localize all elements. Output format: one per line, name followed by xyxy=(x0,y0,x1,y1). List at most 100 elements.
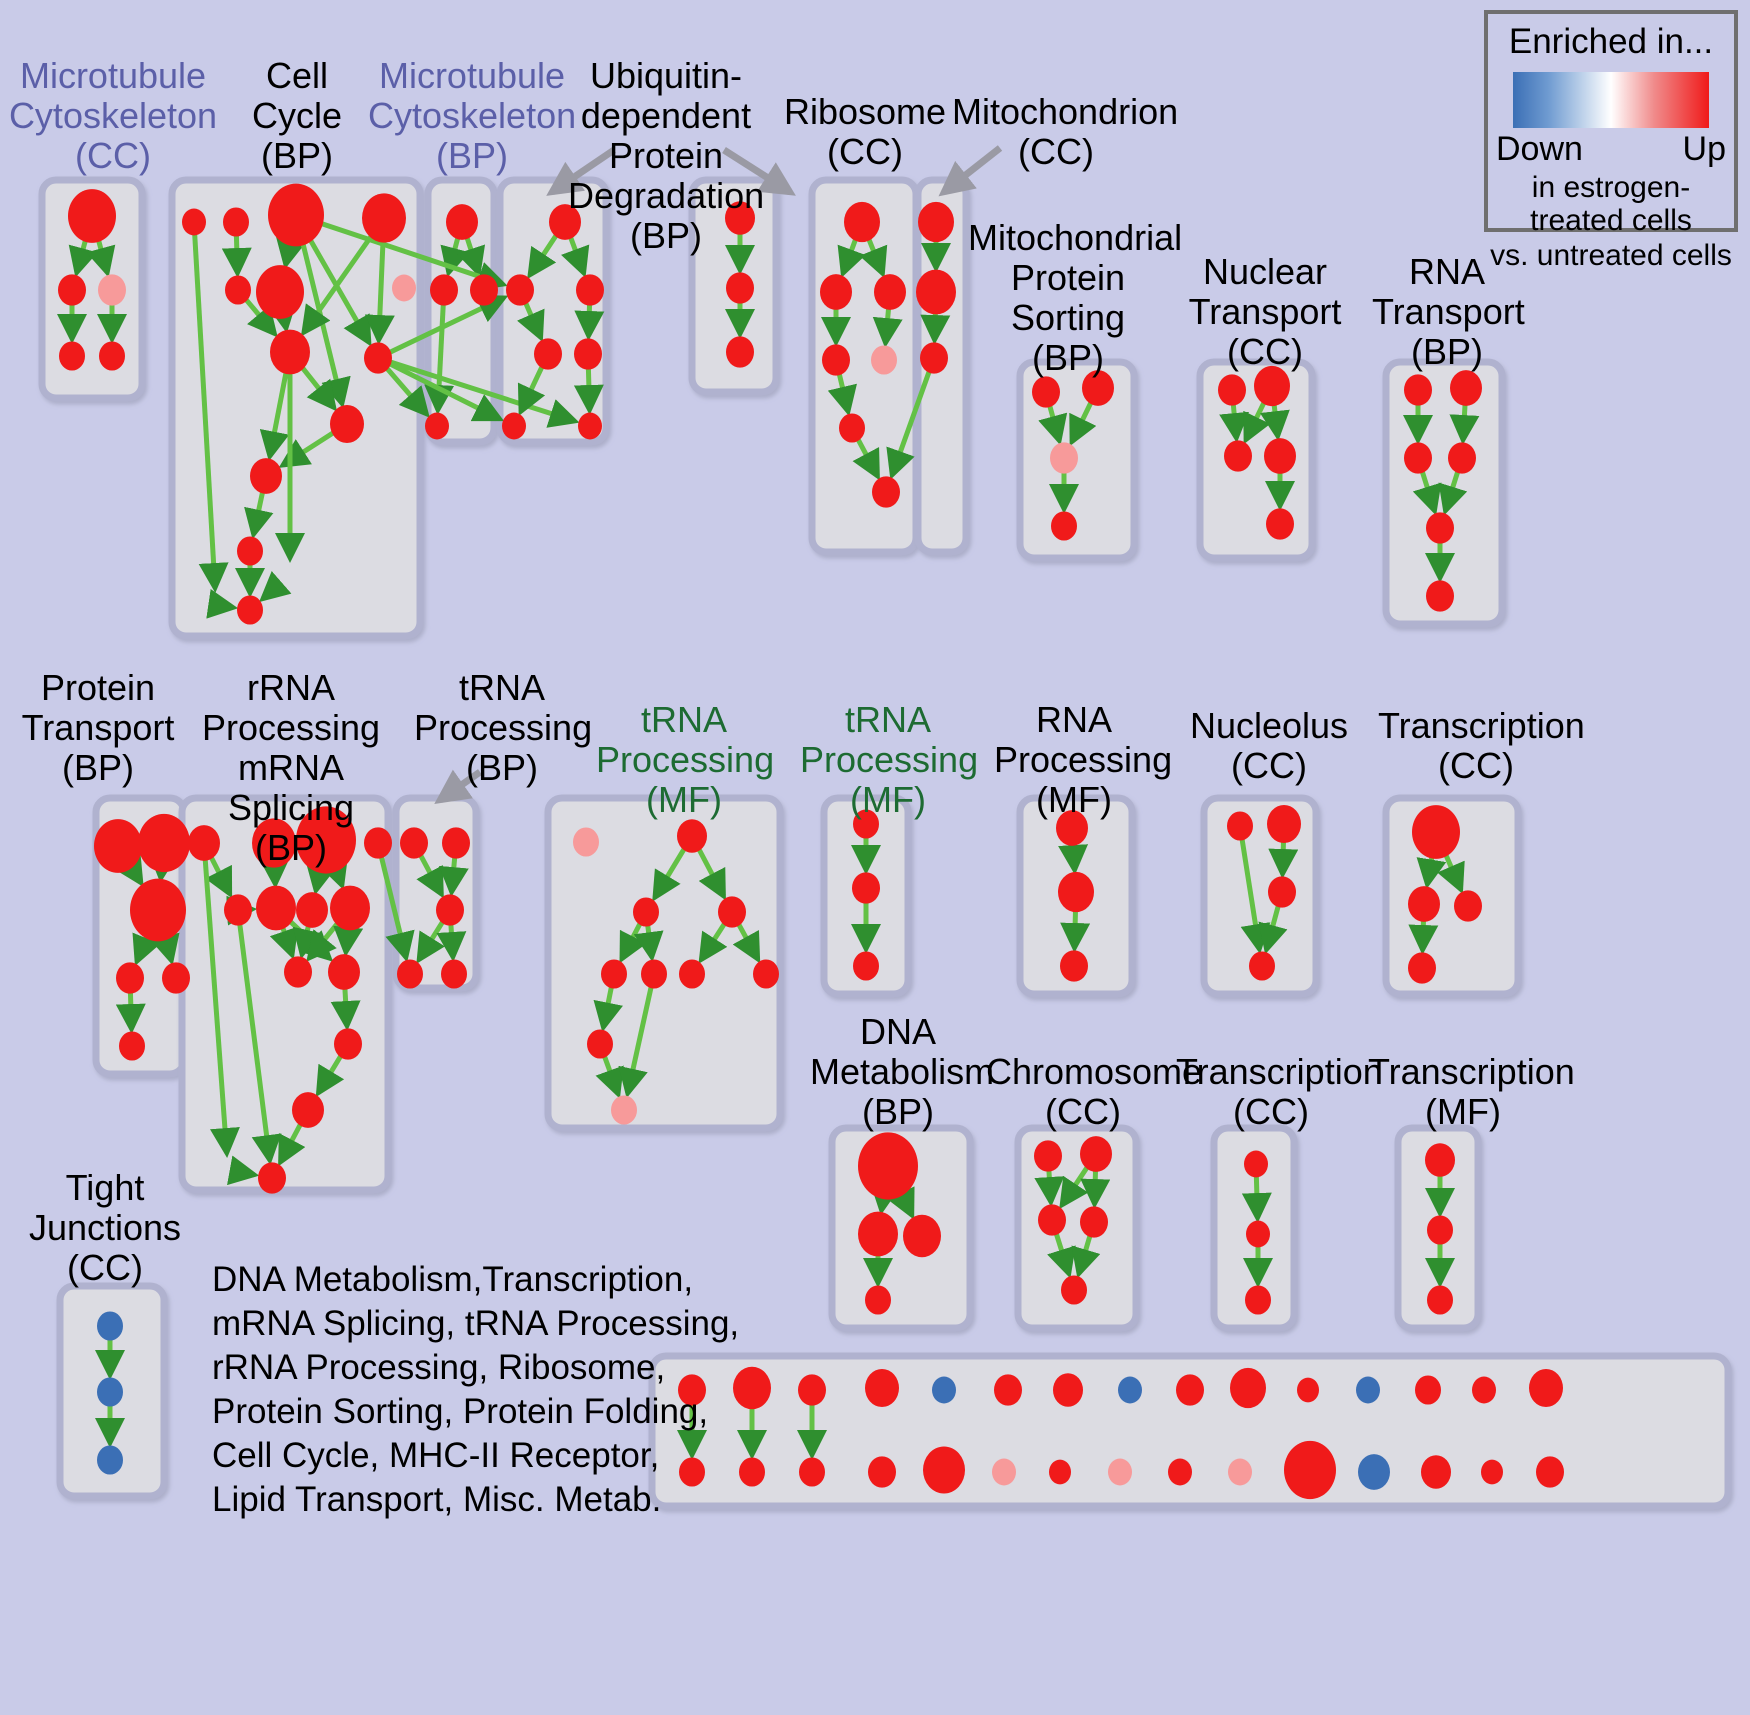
network-node[interactable] xyxy=(820,274,852,310)
network-node[interactable] xyxy=(292,1092,324,1128)
network-node[interactable] xyxy=(871,345,897,375)
network-node[interactable] xyxy=(1297,1377,1319,1403)
network-node[interactable] xyxy=(270,329,310,375)
network-node[interactable] xyxy=(1246,1220,1270,1248)
network-node[interactable] xyxy=(1228,1458,1252,1486)
network-node[interactable] xyxy=(574,338,602,370)
network-node[interactable] xyxy=(364,342,392,374)
network-node[interactable] xyxy=(362,193,406,243)
network-node[interactable] xyxy=(822,344,850,376)
network-node[interactable] xyxy=(611,1095,637,1125)
network-node[interactable] xyxy=(868,1456,896,1488)
network-node[interactable] xyxy=(1230,1367,1266,1409)
network-node[interactable] xyxy=(918,201,954,243)
network-node[interactable] xyxy=(1267,804,1301,844)
network-node[interactable] xyxy=(1412,805,1460,859)
network-node[interactable] xyxy=(1425,1143,1455,1177)
network-node[interactable] xyxy=(1536,1456,1564,1488)
network-node[interactable] xyxy=(679,959,705,989)
network-node[interactable] xyxy=(858,1211,898,1257)
network-node[interactable] xyxy=(844,201,880,243)
network-node[interactable] xyxy=(1176,1374,1204,1406)
network-node[interactable] xyxy=(903,1214,941,1258)
network-node[interactable] xyxy=(549,204,581,240)
network-node[interactable] xyxy=(1404,442,1432,474)
network-node[interactable] xyxy=(1082,370,1114,406)
network-node[interactable] xyxy=(1218,374,1246,406)
network-node[interactable] xyxy=(678,1374,706,1406)
network-node[interactable] xyxy=(116,962,144,994)
network-node[interactable] xyxy=(330,885,370,931)
network-node[interactable] xyxy=(641,959,667,989)
network-node[interactable] xyxy=(1268,876,1296,908)
network-node[interactable] xyxy=(397,959,423,989)
network-node[interactable] xyxy=(1404,374,1432,406)
network-node[interactable] xyxy=(430,274,458,306)
network-node[interactable] xyxy=(1426,512,1454,544)
network-node[interactable] xyxy=(225,275,251,305)
network-node[interactable] xyxy=(1529,1368,1563,1408)
network-node[interactable] xyxy=(1051,511,1077,541)
network-node[interactable] xyxy=(1481,1459,1503,1485)
network-node[interactable] xyxy=(138,813,190,873)
network-node[interactable] xyxy=(1038,1204,1066,1236)
network-node[interactable] xyxy=(364,827,392,859)
network-node[interactable] xyxy=(237,595,263,625)
network-node[interactable] xyxy=(400,827,428,859)
network-node[interactable] xyxy=(1058,871,1094,913)
network-node[interactable] xyxy=(739,1457,765,1487)
network-node[interactable] xyxy=(1421,1455,1451,1489)
network-node[interactable] xyxy=(753,959,779,989)
network-node[interactable] xyxy=(1358,1454,1390,1490)
network-node[interactable] xyxy=(1032,376,1060,408)
network-node[interactable] xyxy=(920,342,948,374)
network-node[interactable] xyxy=(1224,440,1252,472)
network-node[interactable] xyxy=(994,1374,1022,1406)
network-node[interactable] xyxy=(1050,442,1078,474)
network-node[interactable] xyxy=(923,1446,965,1494)
network-node[interactable] xyxy=(94,819,142,873)
network-node[interactable] xyxy=(799,1457,825,1487)
network-node[interactable] xyxy=(1408,952,1436,984)
network-node[interactable] xyxy=(1060,950,1088,982)
network-node[interactable] xyxy=(256,885,296,931)
network-node[interactable] xyxy=(97,1445,123,1475)
network-node[interactable] xyxy=(1427,1215,1453,1245)
network-node[interactable] xyxy=(334,1028,362,1060)
network-node[interactable] xyxy=(256,265,304,319)
network-node[interactable] xyxy=(733,1366,771,1410)
network-node[interactable] xyxy=(446,204,478,240)
network-node[interactable] xyxy=(58,274,86,306)
network-node[interactable] xyxy=(1450,370,1482,406)
network-node[interactable] xyxy=(1080,1206,1108,1238)
network-node[interactable] xyxy=(1108,1458,1132,1486)
network-node[interactable] xyxy=(534,338,562,370)
network-node[interactable] xyxy=(1245,1285,1271,1315)
network-node[interactable] xyxy=(1448,442,1476,474)
network-node[interactable] xyxy=(872,476,900,508)
network-node[interactable] xyxy=(1472,1376,1496,1404)
network-node[interactable] xyxy=(1254,365,1290,407)
network-node[interactable] xyxy=(718,896,746,928)
network-node[interactable] xyxy=(268,183,324,247)
network-node[interactable] xyxy=(223,207,249,237)
network-node[interactable] xyxy=(874,274,906,310)
network-node[interactable] xyxy=(1080,1136,1112,1172)
network-node[interactable] xyxy=(296,806,356,874)
network-node[interactable] xyxy=(436,894,464,926)
network-node[interactable] xyxy=(677,819,707,853)
network-node[interactable] xyxy=(98,274,126,306)
network-node[interactable] xyxy=(601,959,627,989)
network-node[interactable] xyxy=(252,818,296,868)
network-node[interactable] xyxy=(679,1457,705,1487)
network-node[interactable] xyxy=(296,892,328,928)
network-node[interactable] xyxy=(130,878,186,942)
network-node[interactable] xyxy=(726,272,754,304)
network-node[interactable] xyxy=(250,458,282,494)
network-node[interactable] xyxy=(852,872,880,904)
network-node[interactable] xyxy=(441,959,467,989)
network-node[interactable] xyxy=(1415,1375,1441,1405)
network-node[interactable] xyxy=(224,894,252,926)
network-node[interactable] xyxy=(1034,1140,1062,1172)
network-node[interactable] xyxy=(1244,1150,1268,1178)
